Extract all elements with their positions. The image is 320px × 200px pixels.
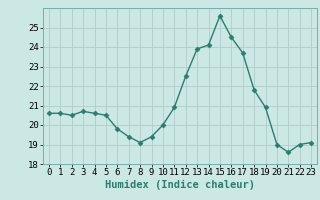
X-axis label: Humidex (Indice chaleur): Humidex (Indice chaleur) [105, 180, 255, 190]
